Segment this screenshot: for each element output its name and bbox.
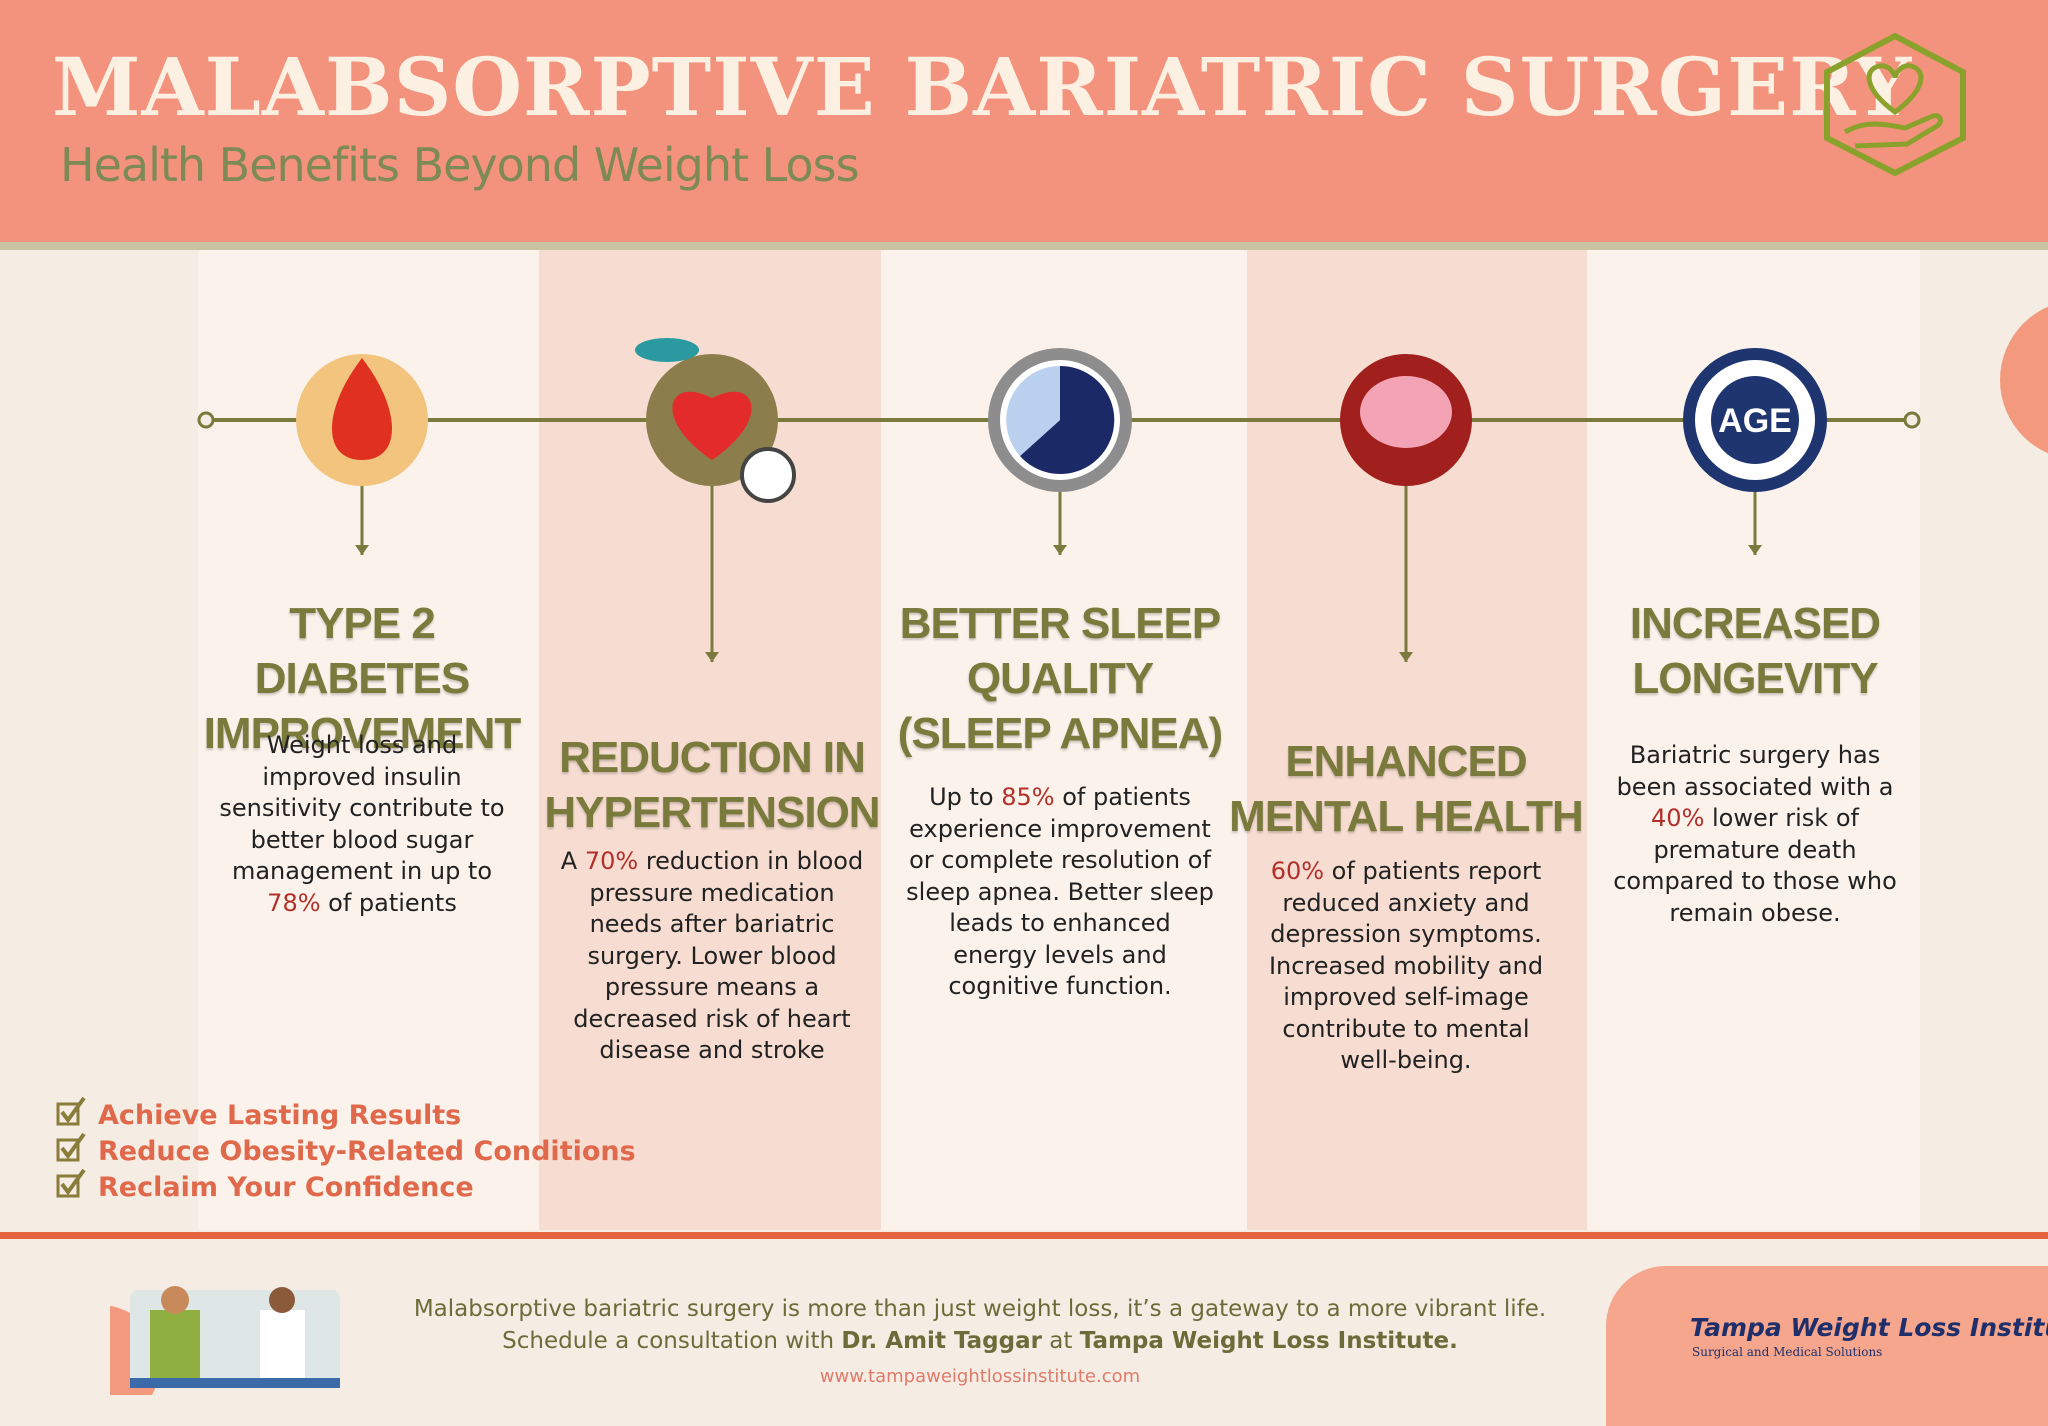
body-text: reduction in blood pressure medication n… (573, 847, 864, 1064)
title-line: (SLEEP APNEA) (897, 709, 1223, 758)
day-icon (1006, 366, 1060, 456)
statistic: 70% (584, 847, 639, 875)
gauge-icon (740, 447, 796, 503)
body-text: A (560, 847, 585, 875)
heart-hand-logo (1824, 32, 1966, 177)
title-line: MENTAL HEALTH (1229, 792, 1584, 841)
body-text: Weight loss and improved insulin sensiti… (219, 731, 505, 885)
statistic: 60% (1270, 857, 1325, 885)
title-line: LONGEVITY (1632, 654, 1878, 703)
checkmark (60, 1168, 86, 1196)
title-line: QUALITY (966, 654, 1154, 703)
logo-tagline: Surgical and Medical Solutions (1692, 1345, 1883, 1359)
cuff-icon (635, 338, 699, 362)
header (0, 0, 2048, 250)
checklist-item: Reduce Obesity-Related Conditions (98, 1136, 636, 1167)
body-text: Bariatric surgery has been associated wi… (1616, 741, 1894, 801)
divider (0, 1232, 2048, 1239)
arrow-head (355, 545, 369, 555)
benefit-title: REDUCTION IN HYPERTENSION (532, 730, 892, 840)
subtitle: Health Benefits Beyond Weight Loss (60, 138, 860, 192)
heart-icon (672, 391, 752, 460)
website: www.tampaweightlossinstitute.com (819, 1366, 1141, 1387)
blood-drop-icon (332, 358, 392, 460)
body-text: of patients (320, 888, 457, 917)
footer-part: Tampa Weight Loss Institute. (1079, 1328, 1458, 1354)
benefit-title: ENHANCED MENTAL HEALTH (1226, 734, 1586, 844)
logo-name: Tampa Weight Loss Institute (1690, 1313, 2048, 1342)
title: MALABSORPTIVE BARIATRIC SURGERY (52, 40, 1913, 134)
timeline-end (1903, 411, 1921, 429)
benefit-body: 60% of patients report reduced anxiety a… (1251, 856, 1561, 1077)
brain-icon (1360, 376, 1452, 448)
footer-part: at (1041, 1328, 1080, 1354)
benefit-title: BETTER SLEEP QUALITY (SLEEP APNEA) (880, 596, 1240, 761)
checkbox (56, 1174, 80, 1198)
checklist-item: Achieve Lasting Results (98, 1100, 462, 1131)
body-text: Up to (929, 783, 1002, 811)
title-line: REDUCTION IN (559, 733, 866, 782)
checkbox (56, 1102, 80, 1126)
checkbox-icon (56, 1132, 86, 1162)
body-text: of patients experience improvement or co… (906, 783, 1214, 1000)
title-line: HYPERTENSION (544, 788, 880, 837)
statistic: 85% (1001, 783, 1055, 811)
checklist-item: Reclaim Your Confidence (98, 1172, 474, 1203)
night-icon (1020, 365, 1115, 474)
checkbox-icon (56, 1168, 86, 1198)
footer-text: Schedule a consultation with Dr. Amit Ta… (0, 1328, 1960, 1354)
icon-text: AGE (1718, 402, 1792, 440)
benefit-body: Up to 85% of patients experience improve… (905, 782, 1215, 1003)
benefit-title: TYPE 2 DIABETES IMPROVEMENT (182, 596, 542, 761)
statistic: 78% (267, 888, 321, 917)
arrow-head (705, 652, 719, 662)
body-text: of patients report reduced anxiety and d… (1268, 857, 1544, 1074)
checkbox (56, 1138, 80, 1162)
arrow-head (1399, 652, 1413, 662)
timeline-end (197, 411, 215, 429)
title-line: IMPROVEMENT (203, 709, 522, 758)
title-line: ENHANCED (1285, 737, 1527, 786)
arrow-head (1748, 545, 1762, 555)
statistic: 40% (1651, 804, 1705, 832)
arrow-head (1053, 545, 1067, 555)
checkbox-icon (56, 1096, 86, 1126)
benefit-body: A 70% reduction in blood pressure medica… (557, 846, 867, 1067)
title-line: TYPE 2 DIABETES (254, 599, 470, 703)
checkmark (60, 1132, 86, 1160)
title-line: INCREASED (1629, 599, 1881, 648)
benefit-body: Weight loss and improved insulin sensiti… (207, 730, 517, 919)
footer-part: Schedule a consultation with (502, 1328, 842, 1354)
checkmark (60, 1096, 86, 1124)
body-text: lower risk of premature death compared t… (1613, 804, 1897, 927)
logo-box (1606, 1266, 2048, 1426)
decor-circle (2000, 306, 2048, 454)
age-badge (1711, 376, 1799, 464)
doctor-illustration (110, 1286, 340, 1395)
footer-part: Dr. Amit Taggar (841, 1328, 1042, 1354)
benefit-body: Bariatric surgery has been associated wi… (1600, 740, 1910, 929)
title-line: BETTER SLEEP (899, 599, 1222, 648)
footer-text: Malabsorptive bariatric surgery is more … (413, 1296, 1547, 1322)
benefit-title: INCREASED LONGEVITY (1575, 596, 1935, 706)
